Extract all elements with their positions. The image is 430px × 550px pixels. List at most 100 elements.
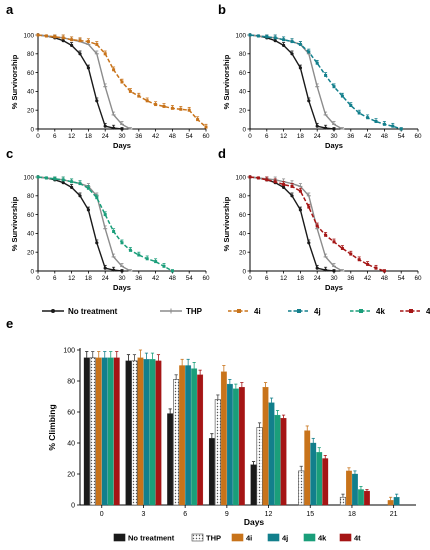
- bar-4j: [185, 365, 192, 506]
- bar-4i: [387, 500, 394, 506]
- legend-swatch: [231, 533, 244, 542]
- y-tick-label: 60: [67, 410, 75, 417]
- legend-label: 4k: [376, 307, 385, 316]
- y-tick-label: 20: [239, 250, 247, 257]
- data-point: [61, 39, 65, 43]
- data-point: [366, 116, 370, 120]
- panel-label: e: [6, 316, 13, 331]
- bar-legend-item-thp: THP: [191, 534, 221, 543]
- panel-label: d: [218, 146, 226, 161]
- y-tick-label: 0: [242, 126, 246, 133]
- y-tick-label: 20: [67, 472, 75, 479]
- y-tick-label: 40: [239, 231, 247, 238]
- data-point: [170, 269, 174, 273]
- data-point: [399, 127, 403, 131]
- y-tick-label: 40: [27, 231, 35, 238]
- x-tick-label: 48: [381, 133, 389, 140]
- data-point: [112, 68, 116, 72]
- bar-legend-item-4j: 4j: [267, 533, 288, 543]
- data-point: [95, 42, 99, 46]
- y-tick-label: 100: [23, 174, 34, 181]
- data-point: [78, 194, 82, 198]
- data-point: [315, 124, 319, 128]
- x-tick-label: 60: [414, 133, 422, 140]
- x-tick-label: 6: [53, 133, 57, 140]
- bar-4k: [107, 357, 114, 506]
- legend-swatch: [267, 533, 280, 542]
- x-tick-label: 24: [314, 275, 322, 282]
- x-tick-label: 60: [414, 275, 422, 282]
- x-tick-label: 18: [85, 275, 93, 282]
- y-tick-label: 20: [27, 250, 35, 257]
- series-4j: [248, 33, 403, 131]
- bar-4t: [238, 387, 245, 506]
- data-point: [307, 241, 311, 245]
- data-point: [307, 99, 311, 103]
- x-tick-label: 30: [118, 133, 126, 140]
- data-point: [120, 269, 124, 273]
- x-tick-label: 3: [141, 511, 145, 518]
- data-point: [70, 43, 74, 47]
- legend-item-thp: THP: [160, 307, 203, 316]
- data-point: [86, 40, 90, 44]
- data-point: [332, 269, 336, 273]
- bar-4t: [197, 374, 204, 506]
- bar-thp: [339, 496, 347, 506]
- y-tick-label: 0: [242, 268, 246, 275]
- data-point: [120, 241, 124, 245]
- y-tick-label: 100: [23, 32, 34, 39]
- y-axis-label: % Survivorship: [10, 54, 19, 109]
- bar-4i: [346, 470, 352, 506]
- climbing-legend: No treatment THP 4i 4j 4k 4t: [113, 533, 361, 543]
- data-point: [315, 224, 319, 228]
- bar-4i: [137, 357, 144, 506]
- data-point: [179, 107, 183, 111]
- x-tick-label: 36: [347, 133, 355, 140]
- x-tick-label: 60: [202, 275, 210, 282]
- bar-4j: [143, 359, 150, 506]
- series-4i: [36, 33, 208, 129]
- data-point: [36, 33, 40, 37]
- data-point: [86, 66, 90, 70]
- data-point: [357, 111, 361, 115]
- y-tick-label: 80: [239, 51, 247, 58]
- series-thp: [36, 34, 133, 130]
- data-point: [290, 194, 294, 198]
- legend-label: No treatment: [128, 534, 175, 543]
- data-point: [332, 85, 336, 89]
- x-axis-label: Days: [244, 517, 265, 527]
- panel-label: a: [6, 2, 14, 17]
- data-point: [112, 268, 116, 272]
- x-tick-label: 54: [186, 275, 194, 282]
- y-tick-label: 40: [239, 89, 247, 96]
- x-tick-label: 60: [202, 133, 210, 140]
- x-tick-label: 6: [265, 133, 269, 140]
- data-point: [154, 103, 158, 107]
- data-point: [315, 61, 319, 65]
- y-tick-label: 0: [30, 268, 34, 275]
- data-point: [86, 208, 90, 212]
- data-point: [128, 248, 132, 252]
- bar-legend-item-no_treatment: No treatment: [113, 534, 175, 543]
- x-tick-label: 12: [68, 275, 76, 282]
- bar-4j: [268, 402, 275, 506]
- bar-no_treatment: [83, 357, 90, 506]
- bar-4t: [155, 360, 162, 506]
- data-point: [340, 94, 344, 98]
- bar-4i: [304, 430, 311, 506]
- legend-label: 4k: [318, 534, 327, 543]
- bar-4k: [358, 489, 364, 506]
- data-point: [196, 118, 200, 122]
- data-point: [112, 126, 116, 130]
- y-tick-label: 40: [67, 441, 75, 448]
- x-tick-label: 6: [53, 275, 57, 282]
- x-tick-label: 24: [102, 275, 110, 282]
- legend-swatch-marker: [297, 309, 301, 313]
- data-point: [120, 127, 124, 131]
- data-point: [324, 268, 328, 272]
- data-point: [382, 269, 386, 273]
- legend-label: THP: [206, 534, 221, 543]
- bar-group-day-18: 18: [339, 467, 370, 518]
- data-point: [162, 264, 166, 268]
